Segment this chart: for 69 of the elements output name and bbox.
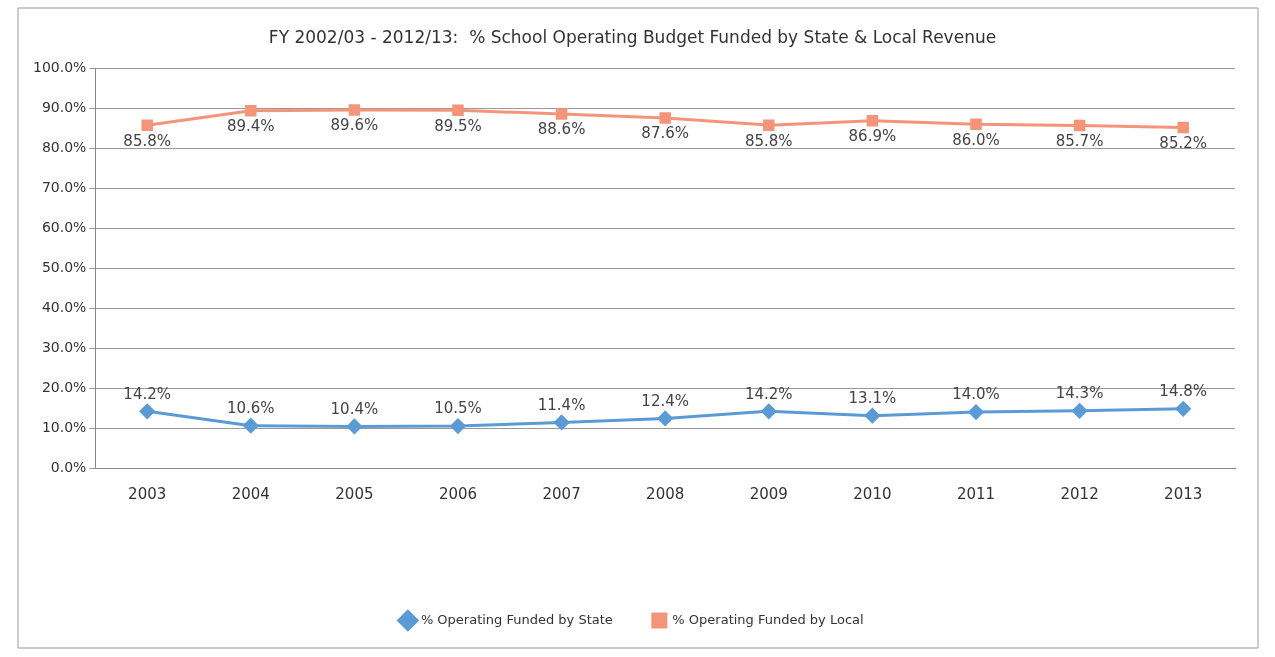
- x-tick-label: 2012: [1060, 484, 1099, 503]
- data-label: 89.5%: [434, 116, 482, 135]
- point: [970, 118, 982, 131]
- data-label: 14.2%: [744, 384, 793, 403]
- data-label: 89.4%: [226, 117, 275, 136]
- data-label: 85.8%: [744, 131, 793, 150]
- y-tick-label: 30.0%: [41, 338, 87, 355]
- point: [968, 404, 984, 420]
- y-tick-label: 40.0%: [41, 298, 87, 315]
- point: [348, 104, 361, 116]
- x-tick-label: 2004: [231, 484, 270, 503]
- y-tick-label: 90.0%: [41, 99, 87, 115]
- point: [450, 418, 466, 434]
- data-label: 13.1%: [848, 389, 897, 408]
- data-label: 10.4%: [330, 399, 379, 418]
- x-tick-label: 2003: [128, 484, 167, 503]
- point: [659, 112, 671, 124]
- y-tick-label: 100.0%: [32, 59, 87, 76]
- x-tick-label: 2007: [542, 484, 581, 503]
- y-tick-label: 10.0%: [41, 418, 87, 435]
- data-label: 12.4%: [641, 391, 690, 410]
- chart-title: FY 2002/03 - 2012/13: % School Operating Budget Funded by State & Local Revenue: [268, 26, 997, 47]
- point: [763, 119, 775, 131]
- x-tick-label: 2011: [956, 484, 996, 503]
- point: [866, 115, 879, 127]
- point: [1072, 403, 1088, 419]
- y-tick-label: 80.0%: [41, 138, 87, 155]
- legend-label: % Operating Funded by State: [420, 611, 613, 627]
- legend-label: % Operating Funded by Local: [672, 611, 864, 627]
- data-label: 87.6%: [641, 124, 690, 143]
- point: [1175, 401, 1191, 417]
- point: [452, 104, 464, 117]
- data-label: 14.8%: [1159, 382, 1208, 401]
- point: [554, 414, 570, 430]
- point: [1177, 121, 1189, 134]
- x-tick-label: 2005: [335, 484, 374, 503]
- x-tick-label: 2010: [853, 484, 892, 503]
- x-tick-label: 2009: [749, 484, 788, 503]
- data-label: 10.6%: [226, 399, 275, 418]
- x-tick-label: 2006: [438, 484, 478, 503]
- data-label: 85.8%: [123, 131, 172, 150]
- x-tick-label: 2013: [1164, 484, 1203, 503]
- point: [761, 403, 777, 419]
- point: [657, 410, 673, 426]
- data-label: 85.7%: [1055, 131, 1104, 150]
- data-label: 14.0%: [952, 385, 1000, 404]
- point: [346, 418, 362, 434]
- point: [243, 418, 259, 434]
- data-label: 88.6%: [537, 120, 586, 139]
- point: [139, 403, 155, 419]
- point: [555, 108, 568, 120]
- point: [864, 408, 880, 424]
- data-label: 86.0%: [952, 130, 1000, 149]
- point: [1073, 119, 1086, 132]
- y-tick-label: 20.0%: [41, 378, 87, 395]
- point: [141, 119, 153, 131]
- x-tick-label: 2008: [646, 484, 685, 503]
- y-tick-label: 60.0%: [41, 218, 87, 235]
- data-label: 14.2%: [123, 384, 172, 403]
- data-label: 11.4%: [537, 395, 586, 414]
- data-label: 86.9%: [848, 127, 897, 146]
- data-label: 10.5%: [434, 399, 482, 418]
- y-tick-label: 70.0%: [41, 178, 87, 195]
- data-label: 14.3%: [1055, 384, 1104, 403]
- data-label: 89.6%: [330, 116, 379, 135]
- data-label: 85.2%: [1159, 133, 1208, 152]
- point: [245, 105, 257, 117]
- y-tick-label: 0.0%: [50, 458, 87, 475]
- y-tick-label: 50.0%: [41, 258, 87, 275]
